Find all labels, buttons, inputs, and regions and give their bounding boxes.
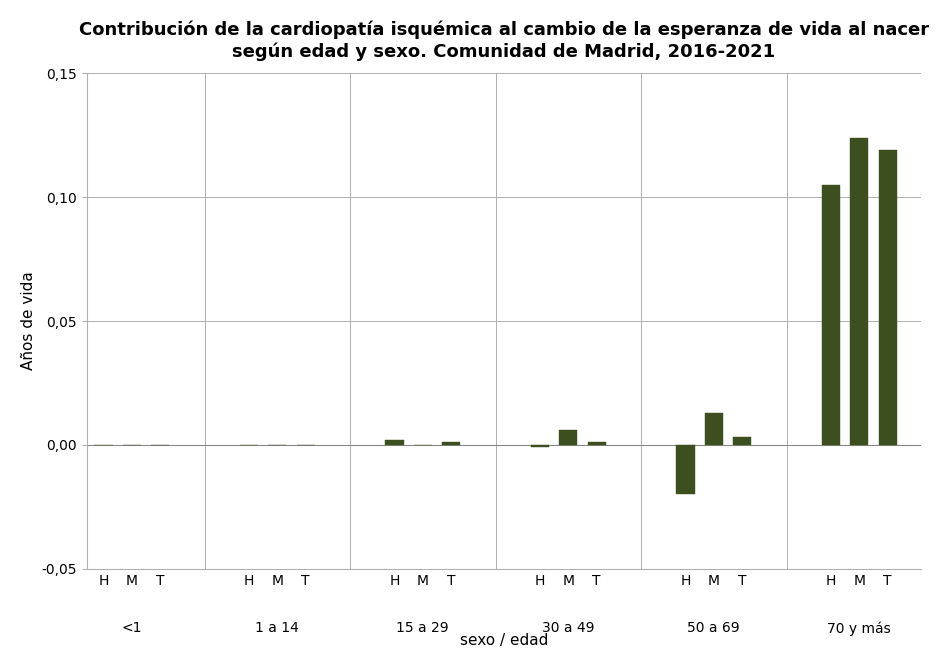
Bar [530, 445, 549, 448]
Bar [676, 445, 694, 494]
Y-axis label: Años de vida: Años de vida [21, 272, 36, 371]
Text: 70 y más: 70 y más [827, 622, 891, 636]
Bar [588, 442, 606, 445]
Bar [705, 413, 723, 445]
Bar [385, 440, 403, 445]
Text: 50 a 69: 50 a 69 [688, 622, 740, 636]
Text: 15 a 29: 15 a 29 [397, 622, 449, 636]
X-axis label: sexo / edad: sexo / edad [460, 633, 548, 648]
Title: Contribución de la cardiopatía isquémica al cambio de la esperanza de vida al na: Contribución de la cardiopatía isquémica… [79, 21, 929, 61]
Text: 1 a 14: 1 a 14 [255, 622, 300, 636]
Bar [879, 150, 897, 445]
Text: <1: <1 [122, 622, 142, 636]
Bar [560, 430, 577, 445]
Text: 30 a 49: 30 a 49 [542, 622, 594, 636]
Bar [821, 185, 840, 445]
Bar [442, 442, 461, 445]
Bar [850, 138, 869, 445]
Bar [733, 438, 752, 445]
